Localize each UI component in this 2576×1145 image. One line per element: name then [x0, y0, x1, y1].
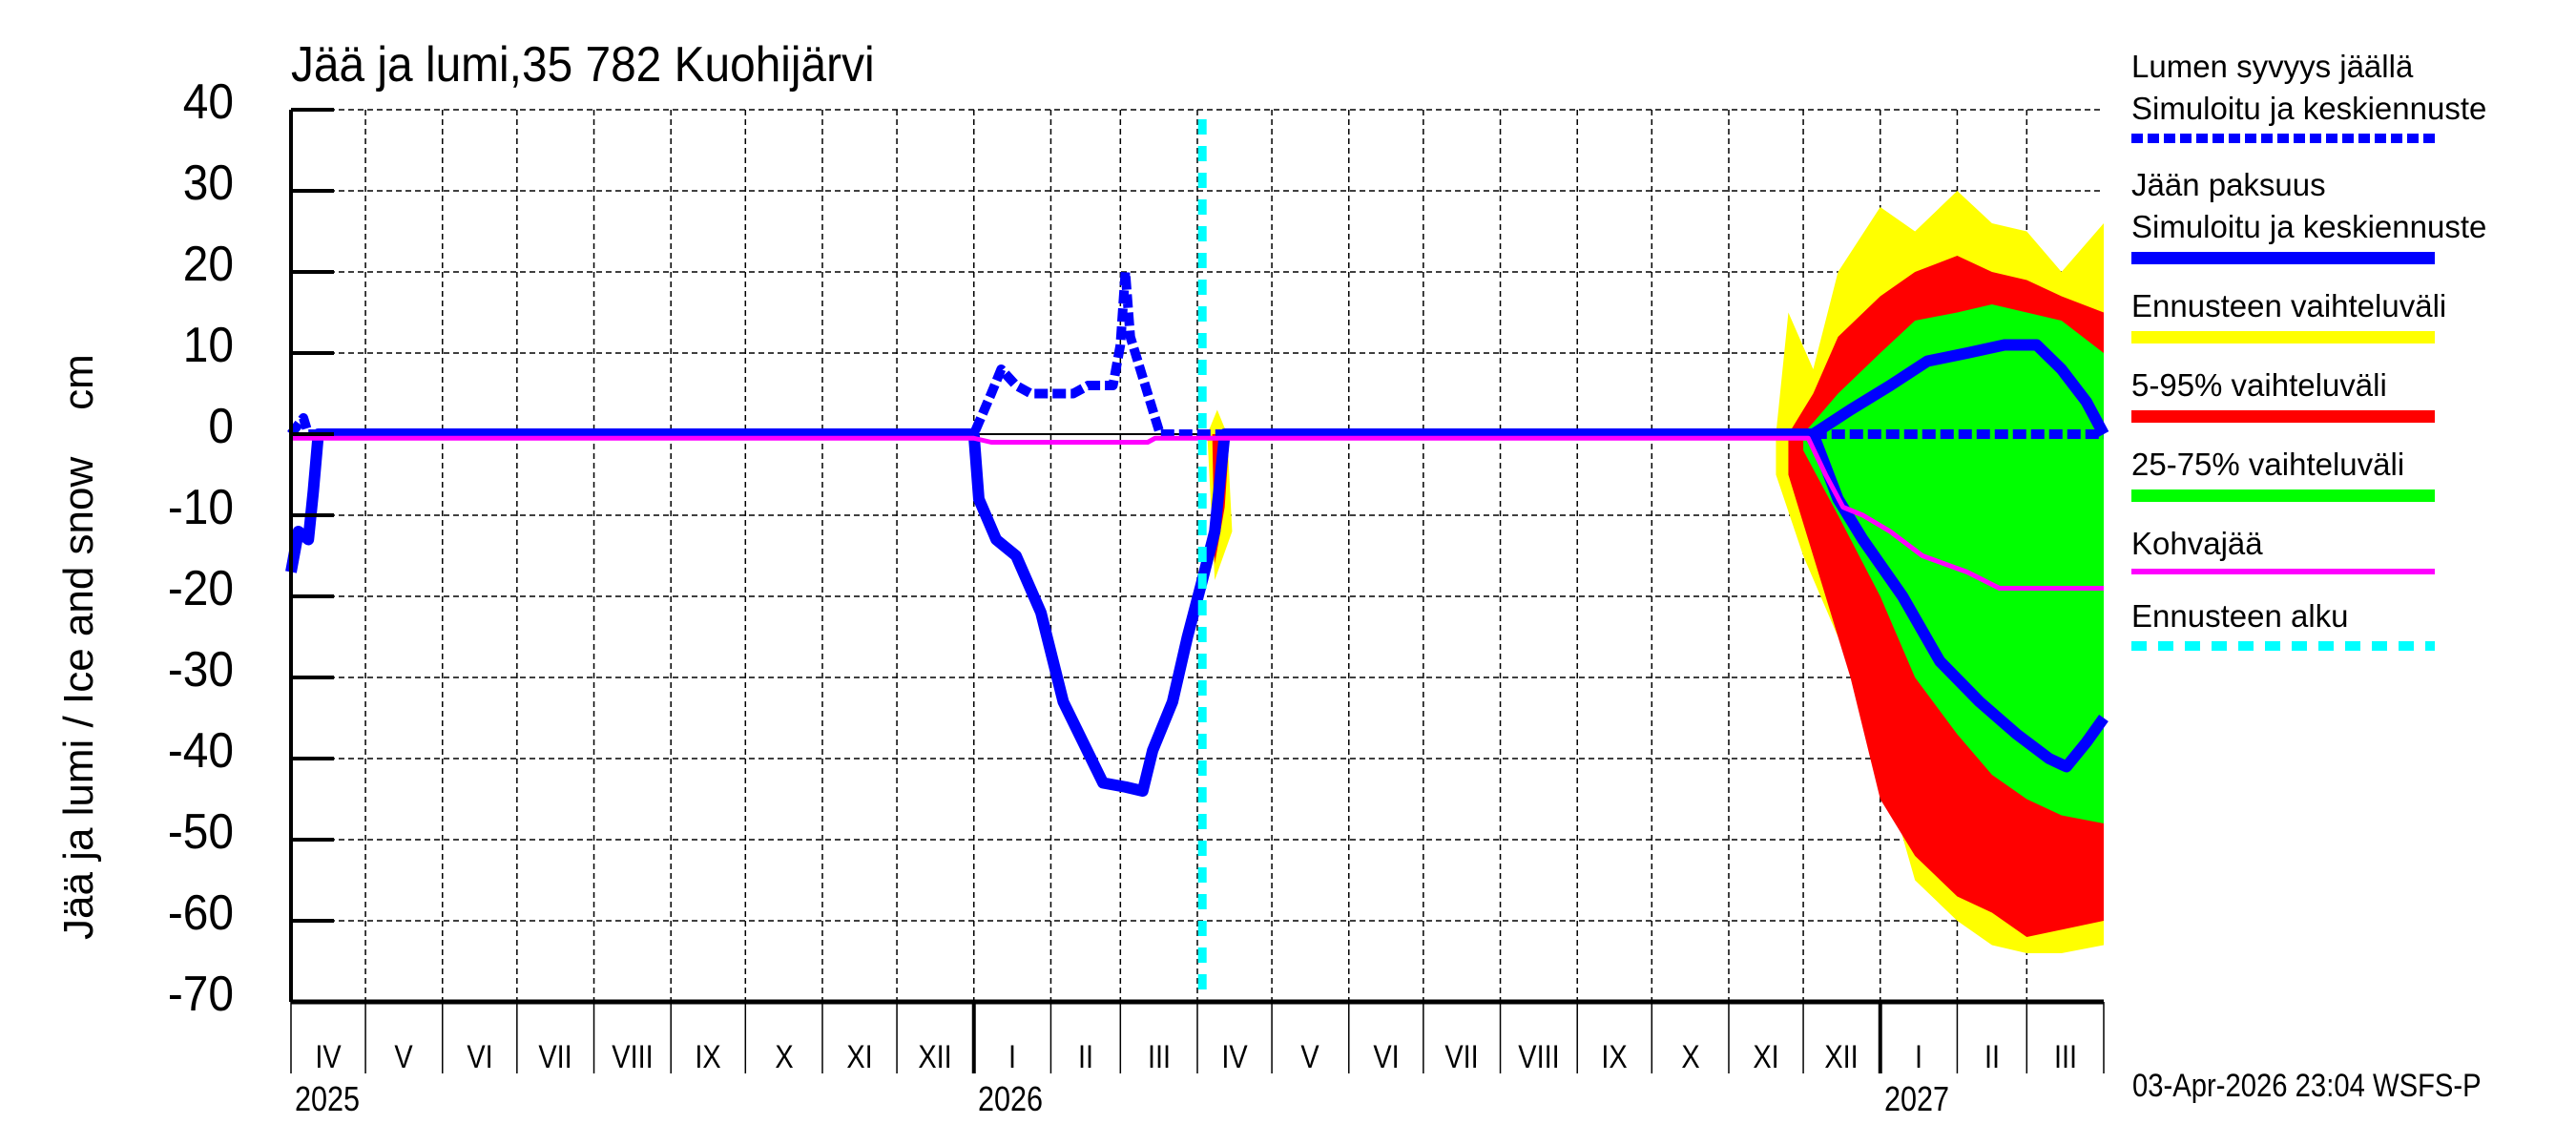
series-line [1810, 339, 2109, 440]
month-label: IV [1221, 1039, 1248, 1075]
y-tick-label: -60 [167, 885, 234, 941]
timestamp-footer: 03-Apr-2026 23:04 WSFS-P [2132, 1068, 2482, 1104]
month-label: XI [846, 1039, 873, 1075]
legend-ice-swatch [2131, 252, 2435, 264]
legend-p25-75-swatch [2131, 489, 2435, 502]
y-axis-label: Jää ja lumi / Ice and snow cm [55, 354, 102, 940]
month-label: II [1077, 1039, 1093, 1075]
month-label: IX [1601, 1039, 1628, 1075]
month-label: XI [1753, 1039, 1779, 1075]
legend-snow-title: Lumen syvyys jäällä [2131, 49, 2414, 84]
y-tick-label: -20 [167, 561, 234, 616]
legend-snow-sub: Simuloitu ja keskiennuste [2131, 91, 2487, 126]
legend-forecast-start-swatch [2131, 641, 2435, 651]
legend-ice-sub: Simuloitu ja keskiennuste [2131, 209, 2487, 244]
month-label: V [1300, 1039, 1320, 1075]
y-tick-label: -70 [167, 967, 234, 1022]
legend-p5-95-swatch [2131, 410, 2435, 423]
y-tick-label: -40 [167, 723, 234, 779]
month-label: I [1008, 1039, 1017, 1075]
y-tick-label: 10 [182, 318, 234, 373]
series-line [291, 435, 2104, 591]
legend: Lumen syvyys jäällä Simuloitu ja keskien… [2131, 46, 2570, 672]
year-label: 2026 [977, 1079, 1043, 1118]
month-label: VI [1373, 1039, 1400, 1075]
year-label: 2025 [295, 1079, 361, 1118]
year-label: 2027 [1883, 1079, 1949, 1118]
month-label: XII [1824, 1039, 1859, 1075]
legend-range: Ennusteen vaihteluväli [2131, 288, 2447, 323]
y-tick-label: 30 [182, 156, 234, 211]
month-label: I [1915, 1039, 1923, 1075]
month-label: II [1984, 1039, 2000, 1075]
y-tick-label: -10 [167, 480, 234, 535]
month-label: VIII [612, 1039, 654, 1075]
legend-ice-title: Jään paksuus [2131, 167, 2326, 202]
month-label: X [1680, 1039, 1700, 1075]
month-label: III [2053, 1039, 2077, 1075]
legend-forecast-start: Ennusteen alku [2131, 598, 2349, 634]
series-line [285, 428, 2109, 797]
y-tick-label: 40 [182, 74, 234, 130]
month-label: VI [467, 1039, 493, 1075]
legend-p5-95: 5-95% vaihteluväli [2131, 367, 2387, 403]
month-label: VII [538, 1039, 572, 1075]
month-label: V [394, 1039, 414, 1075]
axes-frame [289, 108, 2105, 1073]
legend-slush-swatch [2131, 569, 2435, 574]
month-label: III [1147, 1039, 1171, 1075]
month-label: X [774, 1039, 794, 1075]
y-tick-label: -30 [167, 642, 234, 697]
y-tick-label: 20 [182, 237, 234, 292]
y-tick-label: -50 [167, 804, 234, 860]
legend-p25-75: 25-75% vaihteluväli [2131, 447, 2405, 482]
month-label: VII [1444, 1039, 1479, 1075]
month-label: VIII [1518, 1039, 1560, 1075]
legend-snow-swatch [2131, 134, 2435, 143]
chart-title: Jää ja lumi,35 782 Kuohijärvi [291, 37, 875, 93]
month-label: IX [695, 1039, 721, 1075]
month-label: XII [918, 1039, 953, 1075]
month-label: IV [315, 1039, 342, 1075]
legend-range-swatch [2131, 331, 2435, 344]
data-lines [285, 119, 2109, 1002]
y-tick-label: 0 [208, 399, 234, 454]
legend-slush: Kohvajää [2131, 526, 2263, 561]
